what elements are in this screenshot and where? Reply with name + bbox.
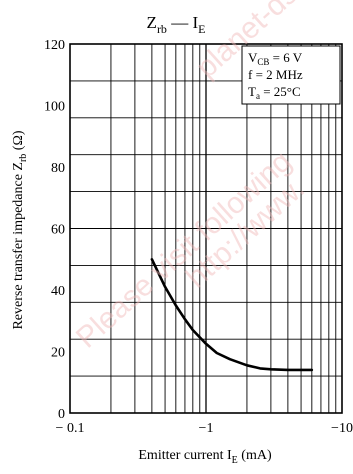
y-tick-label: 40 bbox=[51, 284, 65, 299]
y-tick-label: 100 bbox=[44, 100, 65, 115]
condition-temp: Ta = 25°C bbox=[248, 84, 301, 101]
series-line bbox=[150, 257, 314, 372]
grid bbox=[70, 44, 342, 413]
x-tick-labels: − 0.1 −1 −10 bbox=[56, 421, 353, 436]
condition-freq: f = 2 MHz bbox=[248, 67, 303, 82]
y-tick-labels: 0 20 40 60 80 100 120 bbox=[44, 38, 65, 422]
title-i-sub: E bbox=[198, 22, 205, 36]
condition-vcb: VCB = 6 V bbox=[248, 50, 303, 67]
x-tick-label: −1 bbox=[199, 421, 214, 436]
x-tick-label: − 0.1 bbox=[56, 421, 85, 436]
title-i: I bbox=[192, 13, 198, 32]
conditions-box: VCB = 6 V f = 2 MHz Ta = 25°C bbox=[241, 45, 341, 105]
y-tick-label: 120 bbox=[44, 38, 65, 53]
y-axis-label: Reverse transfer impedance Zrb (Ω) bbox=[11, 130, 29, 329]
x-tick-label: −10 bbox=[331, 421, 353, 436]
x-axis-label: Emitter current IE (mA) bbox=[138, 448, 272, 466]
y-tick-label: 20 bbox=[51, 346, 65, 361]
svg-text:Zrb — IE: Zrb — IE bbox=[147, 13, 206, 36]
plot-frame bbox=[69, 43, 343, 414]
title-sep: — bbox=[167, 13, 193, 32]
y-tick-label: 80 bbox=[51, 161, 65, 176]
y-tick-label: 60 bbox=[51, 223, 65, 238]
title-z-sub: rb bbox=[157, 22, 167, 36]
series-group bbox=[150, 257, 314, 372]
y-tick-label: 0 bbox=[58, 407, 65, 422]
conditions-box-frame bbox=[241, 45, 341, 105]
title-z: Z bbox=[147, 13, 157, 32]
chart-title: Zrb — IE bbox=[147, 13, 206, 36]
